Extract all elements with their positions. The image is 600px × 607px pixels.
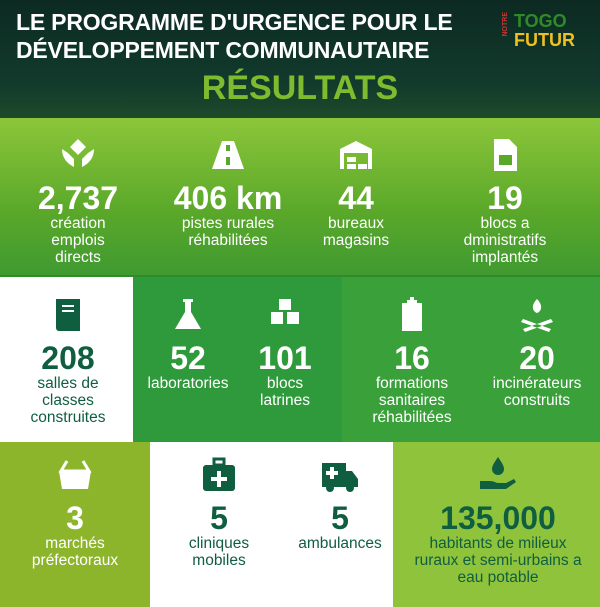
page-title: LE PROGRAMME D'URGENCE POUR LE DÉVELOPPEM…	[16, 8, 496, 64]
stat-2: 44 bureaux magasins	[301, 135, 411, 249]
stat-label: habitants de milieux	[429, 535, 567, 552]
logo-small-text: NOTRE	[502, 12, 509, 37]
stat-label: ruraux et semi-urbains a	[414, 552, 582, 569]
stat-value: 5	[210, 500, 228, 536]
stat-label: ambulances	[298, 535, 382, 552]
stat-9: 3 marchés préfectoraux	[5, 455, 145, 569]
stat-10: 5 cliniques mobiles	[160, 455, 278, 569]
stat-value: 208	[41, 340, 95, 376]
stat-value: 19	[487, 180, 523, 216]
medical-kit-icon	[203, 457, 235, 491]
water-hand-icon	[480, 457, 516, 489]
stat-label: construites	[30, 409, 106, 426]
stat-label: eau potable	[457, 569, 539, 586]
stat-value: 101	[258, 340, 312, 376]
basket-icon	[58, 460, 92, 489]
stat-value: 16	[394, 340, 430, 376]
stat-7: 16 formations sanitaires réhabilitées	[352, 295, 472, 426]
stat-1: 406 km pistes rurales réhabilitées	[163, 135, 293, 249]
logo-bottom: FUTUR	[514, 30, 575, 50]
stat-label: blocs a	[480, 215, 530, 232]
stat-label: formations	[375, 375, 449, 392]
stat-label: sanitaires	[378, 392, 446, 409]
stat-label: construits	[503, 392, 571, 409]
logo-top: TOGO	[514, 11, 567, 31]
stat-value: 20	[519, 340, 555, 376]
warehouse-icon	[340, 141, 372, 169]
stat-label: marchés	[45, 535, 105, 552]
stat-label: réhabilitées	[372, 409, 452, 426]
stat-label: magasins	[322, 232, 390, 249]
stat-label: bureaux	[327, 215, 384, 232]
stat-label: latrines	[260, 392, 310, 409]
stat-value: 135,000	[440, 500, 556, 536]
stat-3: 19 blocs a dministratifs implantés	[430, 135, 580, 266]
stat-label: dministratifs	[463, 232, 547, 249]
stat-0: 2,737 création emplois directs	[8, 135, 148, 266]
cubes-icon	[271, 299, 299, 324]
stat-12: 135,000 habitants de milieux ruraux et sem…	[397, 455, 599, 586]
stat-label: blocs	[266, 375, 304, 392]
stat-label: classes	[42, 392, 94, 409]
flask-icon	[175, 299, 201, 329]
stat-5: 52 laboratories	[141, 295, 235, 392]
stat-label: incinérateurs	[492, 375, 582, 392]
stat-label: directs	[55, 249, 101, 266]
header	[0, 0, 600, 118]
stat-4: 208 salles de classes construites	[4, 295, 132, 426]
title-line: DÉVELOPPEMENT COMMUNAUTAIRE	[16, 37, 430, 63]
stat-value: 2,737	[37, 180, 119, 216]
tile-green	[342, 277, 600, 442]
stat-label: réhabilitées	[188, 232, 268, 249]
stat-label: emplois	[51, 232, 105, 249]
stat-label: salles de	[37, 375, 99, 392]
stat-label: cliniques	[188, 535, 250, 552]
subtitle: RÉSULTATS	[201, 69, 399, 107]
ambulance-icon	[322, 463, 358, 492]
stat-label: pistes rurales	[181, 215, 275, 232]
campfire-icon	[521, 299, 553, 332]
stat-label: mobiles	[192, 552, 246, 569]
hospital-icon	[402, 297, 422, 331]
book-icon	[56, 299, 80, 331]
document-grid-icon	[494, 139, 517, 171]
tile-green	[133, 277, 342, 442]
title-line: LE PROGRAMME D'URGENCE POUR LE	[16, 9, 453, 35]
stat-label: implantés	[471, 249, 539, 266]
stat-value: 406 km	[173, 180, 283, 216]
stat-value: 44	[338, 180, 374, 216]
hands-diamond-icon	[62, 139, 94, 167]
stat-value: 52	[170, 340, 206, 376]
stat-6: 101 blocs latrines	[237, 295, 333, 409]
stat-value: 5	[331, 500, 349, 536]
stat-label: préfectoraux	[31, 552, 119, 569]
stat-label: création	[50, 215, 106, 232]
logo: TOGO FUTUR	[514, 12, 575, 50]
road-icon	[212, 141, 244, 169]
stat-8: 20 incinérateurs construits	[477, 295, 597, 409]
stat-label: laboratories	[147, 375, 229, 392]
stat-value: 3	[66, 500, 84, 536]
tile-white	[150, 442, 393, 607]
stat-11: 5 ambulances	[285, 455, 395, 552]
